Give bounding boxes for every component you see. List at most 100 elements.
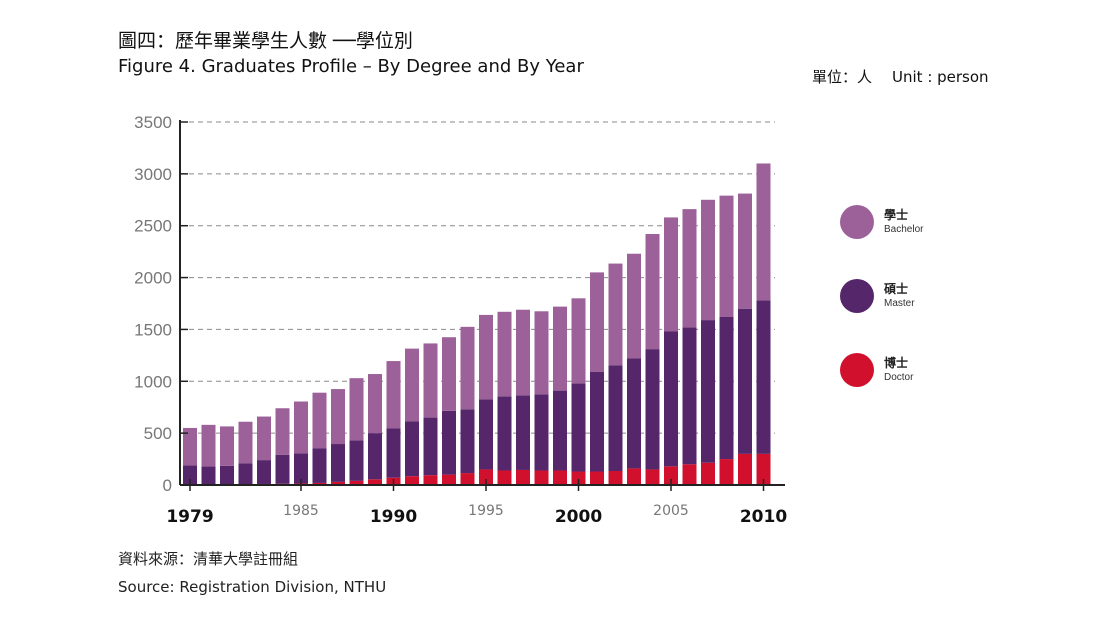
- legend-label-bachelor-en: Bachelor: [884, 224, 924, 235]
- bar-segment-doctor: [608, 470, 623, 485]
- bar-segment-doctor: [331, 481, 345, 485]
- bar-segment-bachelor: [645, 234, 660, 350]
- bar-segment-doctor: [571, 471, 586, 485]
- bar-segment-bachelor: [682, 209, 697, 328]
- y-tick-label: 1500: [134, 320, 172, 339]
- bar-segment-bachelor: [312, 392, 327, 449]
- bar-segment-bachelor: [590, 272, 604, 372]
- y-tick-labels: 0 500 1000 1500 2000 2500 3000 3500: [134, 113, 172, 495]
- legend-swatch-master: [840, 279, 874, 313]
- bar-segment-doctor: [719, 459, 734, 485]
- bar-segment-doctor: [405, 476, 419, 485]
- bar-segment-master: [220, 465, 234, 485]
- bar-segment-master: [645, 349, 660, 470]
- bar-segment-bachelor: [608, 263, 623, 366]
- bar-segment-bachelor: [571, 298, 586, 384]
- legend-label-doctor-zh: 博士: [884, 356, 909, 370]
- bar-segment-bachelor: [275, 408, 290, 455]
- y-tick-label: 2000: [134, 269, 172, 288]
- legend-label-bachelor-zh: 學士: [884, 208, 909, 222]
- y-tick-label: 1000: [134, 372, 172, 391]
- bar-segment-master: [442, 410, 456, 475]
- bar-segment-master: [183, 465, 197, 485]
- y-tick-label: 0: [163, 476, 172, 495]
- bar-segment-doctor: [682, 464, 697, 485]
- bar-segment-bachelor: [664, 217, 678, 332]
- bar-segment-bachelor: [627, 253, 641, 359]
- bar-segment-master: [312, 448, 327, 483]
- bar-segment-doctor: [756, 453, 771, 485]
- x-tick-label: 1990: [370, 507, 417, 527]
- bar-segment-master: [608, 365, 623, 471]
- bar-segment-master: [349, 440, 364, 481]
- bar-segment-doctor: [460, 473, 475, 485]
- bar-segment-master: [423, 417, 438, 476]
- bar-segment-doctor: [553, 470, 567, 485]
- bar-segment-bachelor: [238, 421, 253, 464]
- bar-segment-doctor: [497, 470, 512, 485]
- y-tick-label: 3500: [134, 113, 172, 132]
- bar-segment-bachelor: [294, 401, 308, 454]
- bar-segment-master: [627, 358, 641, 469]
- legend-label-master-en: Master: [884, 298, 915, 309]
- bar-segment-master: [368, 433, 382, 480]
- bar-segment-master: [497, 396, 512, 471]
- bar-segment-bachelor: [497, 311, 512, 397]
- bar-segment-master: [257, 460, 271, 484]
- bar-segment-master: [553, 390, 567, 471]
- bar-segment-master: [479, 399, 493, 470]
- unit-label: 單位：人 Unit : person: [812, 66, 1009, 87]
- bar-segment-doctor: [442, 474, 456, 485]
- bar-segment-master: [682, 327, 697, 465]
- bar-segment-master: [386, 428, 401, 478]
- bar-segment-bachelor: [534, 311, 549, 395]
- bar-segment-bachelor: [553, 306, 567, 391]
- bar-segment-bachelor: [442, 337, 456, 411]
- x-tick-labels: 1979 1985 1990 1995 2000 2005 2010: [166, 503, 787, 527]
- legend-swatch-doctor: [840, 353, 874, 387]
- x-tick-label: 1979: [166, 507, 213, 527]
- bar-segment-master: [571, 383, 586, 472]
- x-tick-label: 1985: [283, 503, 319, 519]
- bar-segment-master: [756, 300, 771, 454]
- bar-segment-bachelor: [701, 199, 715, 321]
- bar-segment-bachelor: [349, 378, 364, 441]
- bar-segment-master: [738, 308, 752, 454]
- bar-segment-master: [719, 316, 734, 460]
- chart-title-english: Figure 4. Graduates Profile – By Degree …: [118, 56, 584, 77]
- bar-segment-master: [460, 409, 475, 474]
- bar-segment-master: [201, 466, 216, 485]
- bar-segment-master: [294, 453, 308, 484]
- bar-segment-bachelor: [386, 361, 401, 429]
- bar-segment-doctor: [349, 480, 364, 485]
- bar-segment-bachelor: [460, 326, 475, 410]
- bar-segment-master: [534, 394, 549, 471]
- unit-label-english: Unit : person: [892, 68, 989, 86]
- bar-segment-doctor: [590, 471, 604, 485]
- bar-segment-master: [275, 454, 290, 484]
- x-tick-label: 2000: [555, 507, 602, 527]
- bar-segment-bachelor: [201, 424, 216, 467]
- bar-segment-bachelor: [738, 193, 752, 309]
- bar-segment-bachelor: [719, 195, 734, 317]
- bar-segment-bachelor: [516, 309, 530, 396]
- x-tick-label: 2005: [653, 503, 689, 519]
- bar-segment-bachelor: [220, 426, 234, 466]
- bar-segment-doctor: [368, 479, 382, 485]
- bar-segment-bachelor: [368, 374, 382, 434]
- bar-segment-doctor: [423, 475, 438, 485]
- y-tick-label: 2500: [134, 217, 172, 236]
- bar-segment-doctor: [664, 466, 678, 485]
- bar-segment-master: [331, 444, 345, 482]
- bar-segment-master: [664, 331, 678, 467]
- bars: [183, 163, 771, 485]
- bar-segment-doctor: [738, 453, 752, 485]
- source-note-english: Source: Registration Division, NTHU: [118, 578, 387, 596]
- x-tick-label: 2010: [740, 507, 787, 527]
- x-tick-label: 1995: [468, 503, 504, 519]
- bar-segment-bachelor: [257, 416, 271, 461]
- legend-swatch-bachelor: [840, 205, 874, 239]
- source-note-chinese: 資料來源：清華大學註冊組: [118, 550, 299, 568]
- chart-title-chinese: 圖四：歷年畢業學生人數 ──學位別: [118, 30, 413, 52]
